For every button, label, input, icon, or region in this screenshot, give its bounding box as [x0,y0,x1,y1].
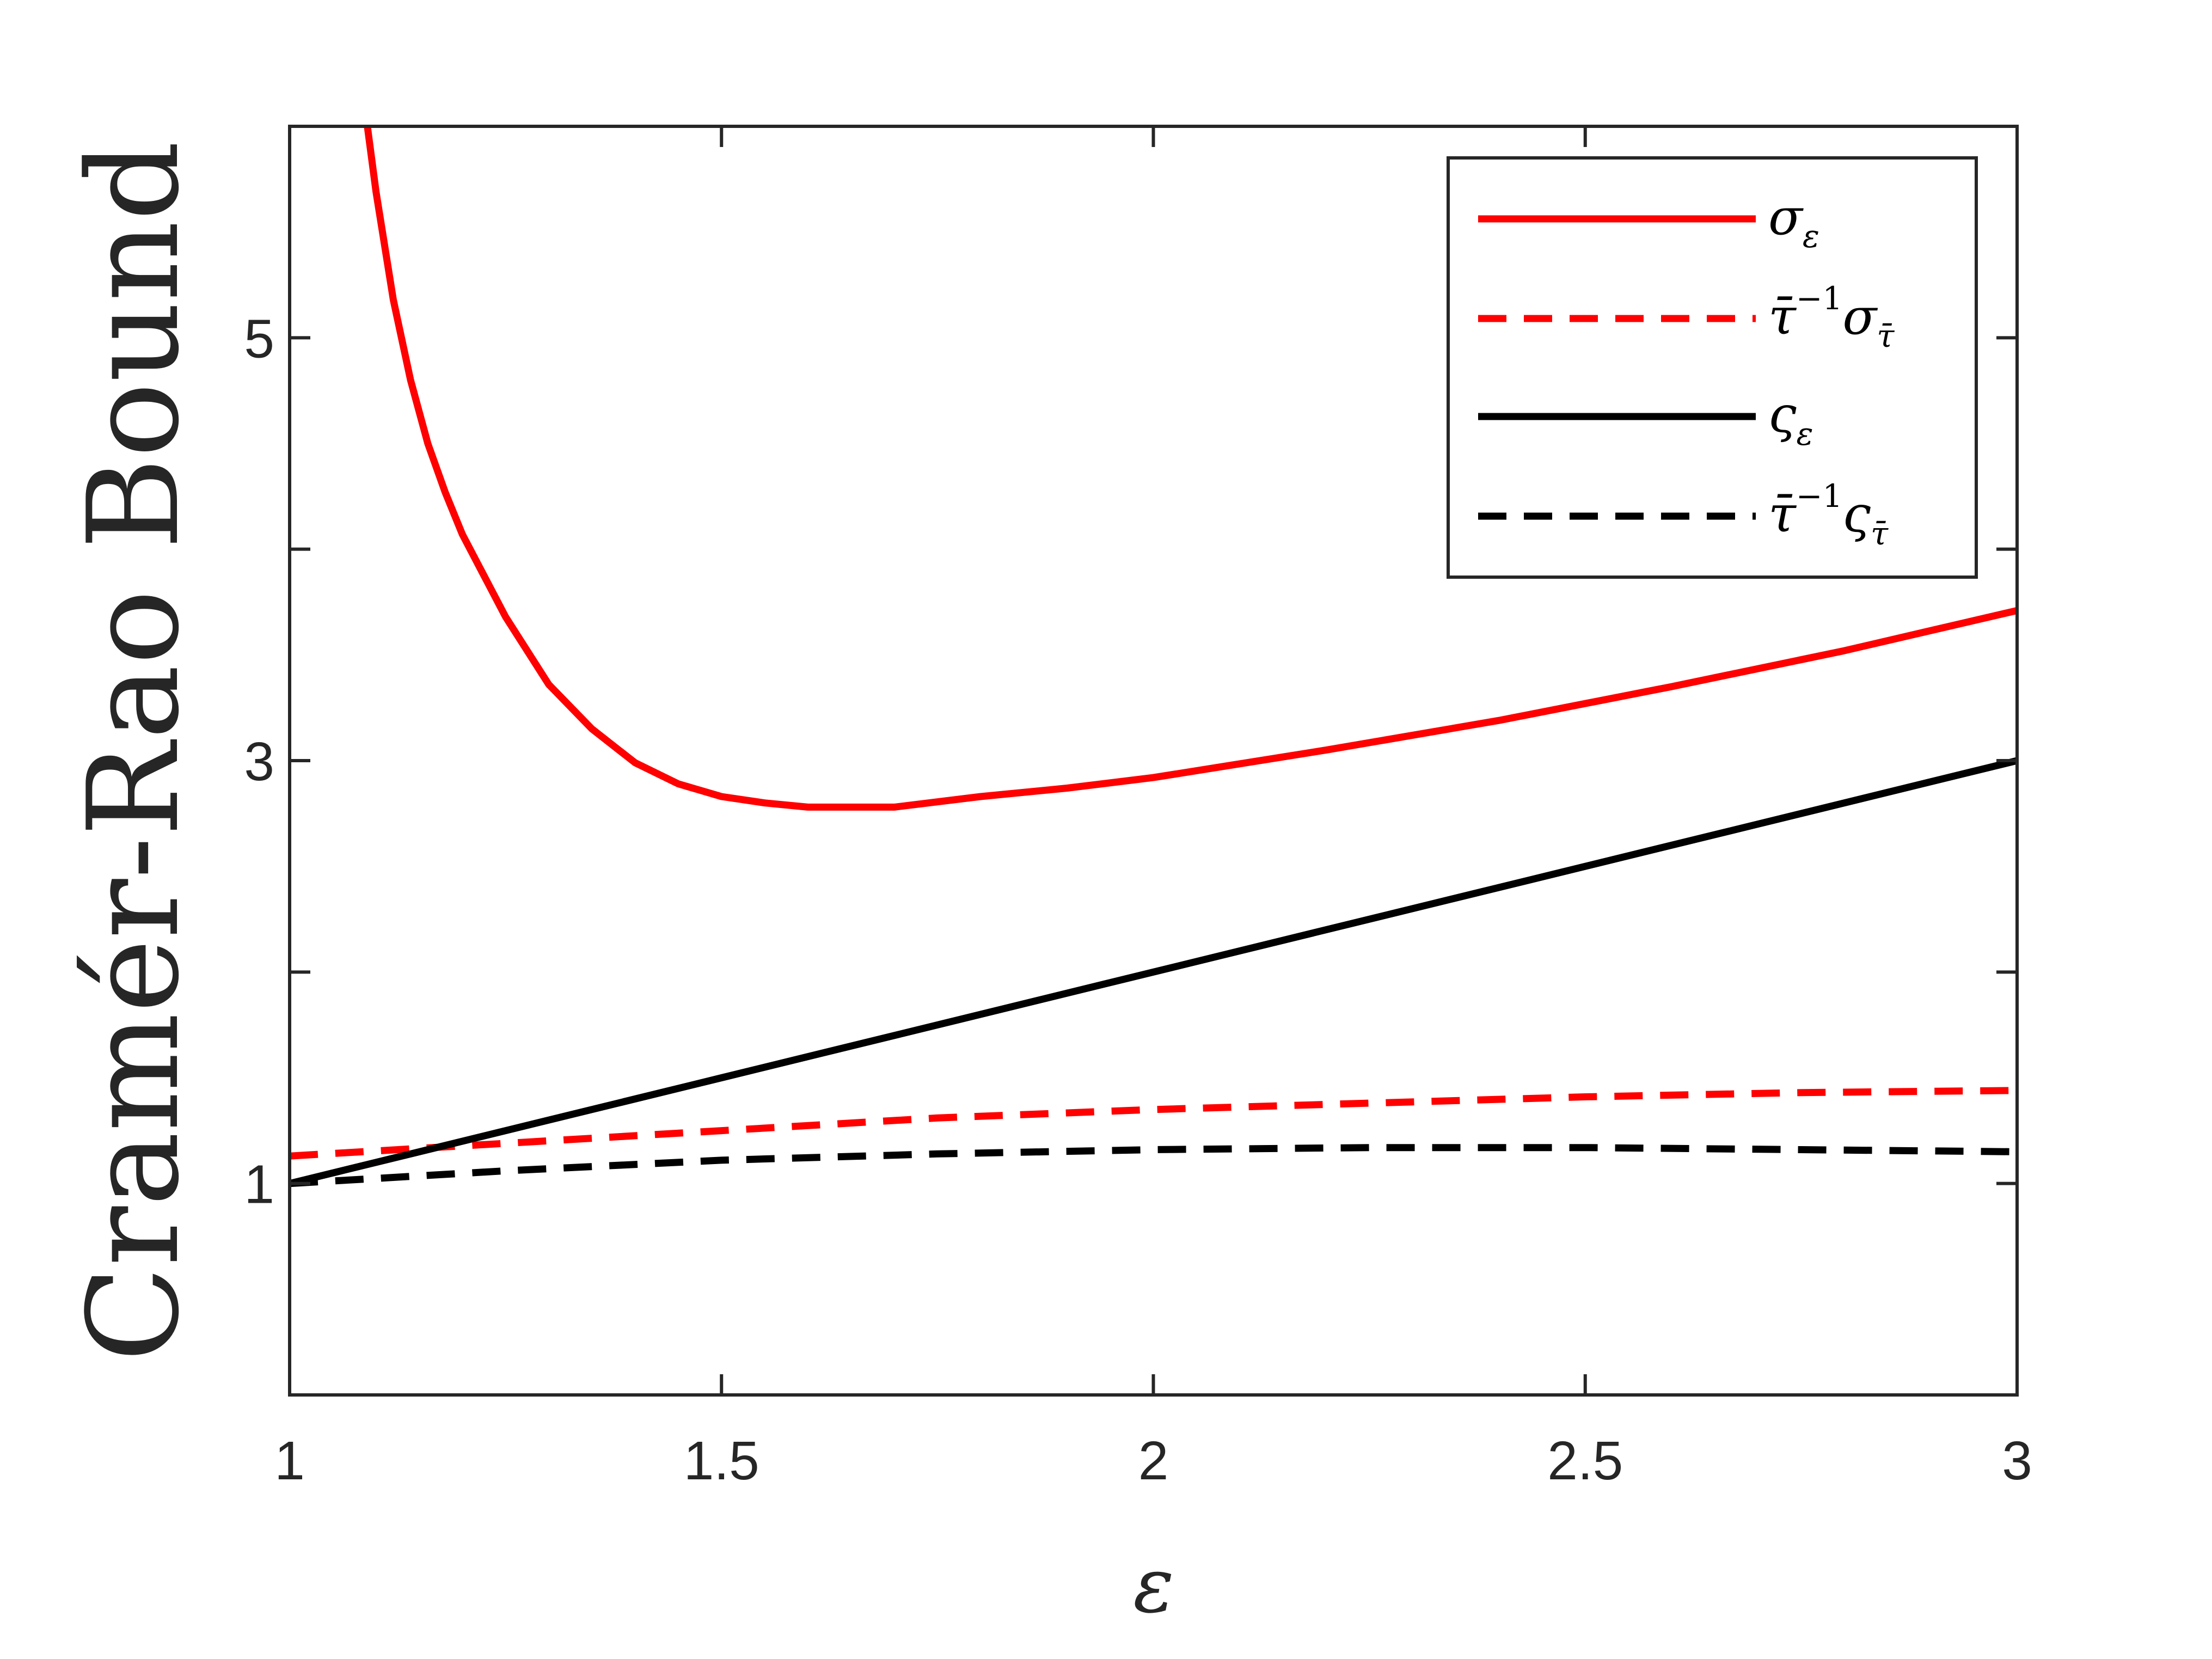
legend-label-4: τ̄−1ςτ̄ [1768,478,1889,552]
series-layer [290,126,2017,1187]
x-tick-label: 2.5 [1547,1430,1623,1491]
series-line-2 [290,1087,2017,1160]
x-axis-label: ε [1133,1541,1174,1630]
series-line-4 [290,1144,2017,1187]
x-tick-label: 1.5 [684,1430,759,1491]
tick-labels: 1 1.5 2 2.5 3 1 3 5 [244,308,2032,1491]
legend-box [1447,156,1978,579]
y-axis-label: Cramér-Rao Bound [62,140,207,1362]
y-tick-label: 3 [244,731,274,792]
legend: σε τ̄−1στ̄ ςε τ̄−1ςτ̄ [1447,156,1978,579]
series-line-3 [290,757,2017,1187]
y-tick-label: 1 [244,1154,274,1215]
legend-label-2: τ̄−1στ̄ [1768,280,1895,354]
y-tick-label: 5 [244,308,274,369]
x-tick-label: 2 [1138,1430,1169,1491]
x-tick-label: 1 [274,1430,305,1491]
legend-label-1: σε [1768,188,1819,255]
axes-layer [288,125,2019,1397]
legend-label-3: ςε [1768,385,1813,452]
series-line-1 [364,126,2017,811]
x-tick-label: 3 [2002,1430,2032,1491]
